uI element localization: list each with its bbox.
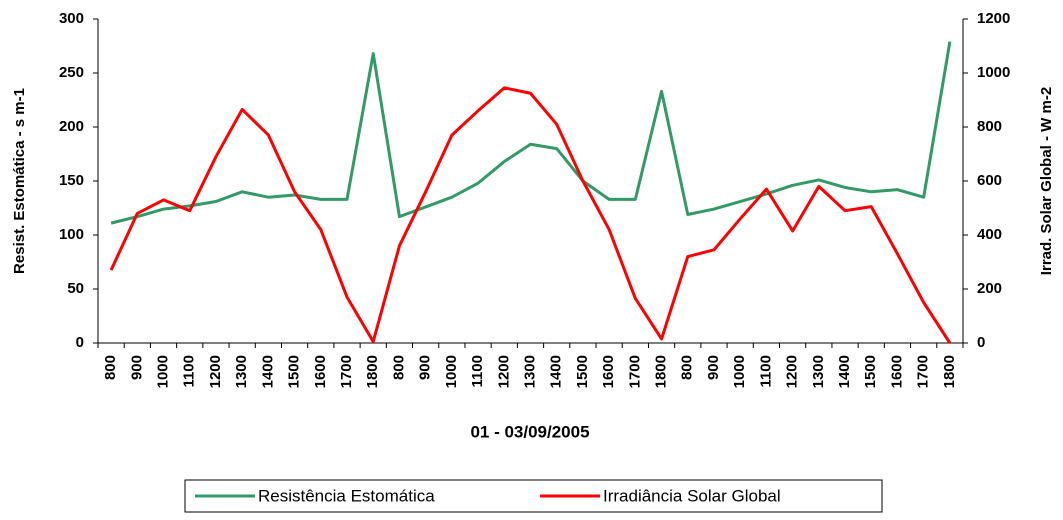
legend-box [184,479,883,513]
x-tick-label: 1500 [286,355,303,388]
y2-axis-title: Irrad. Solar Global - W m-2 [1038,87,1055,275]
x-tick-label: 800 [390,355,407,380]
x-tick-label: 1200 [784,355,801,388]
x-tick-label: 1600 [600,355,617,388]
x-tick-label: 1800 [364,355,381,388]
y-tick-label: 250 [59,64,84,81]
series-line [110,41,952,225]
y2-tick-label: 200 [977,280,1002,297]
x-tick-label: 1700 [338,355,355,388]
x-tick-label: 800 [102,355,119,380]
x-axis-title: 01 - 03/09/2005 [470,422,589,441]
x-tick-label: 1300 [233,355,250,388]
x-tick-label: 1300 [810,355,827,388]
x-tick-label: 1800 [653,355,670,388]
x-tick-label: 1600 [312,355,329,388]
y-tick-label: 0 [76,334,84,351]
y2-tick-label: 1000 [977,64,1010,81]
x-tick-label: 1400 [548,355,565,388]
legend: Resistência Estomática Irradiância Solar … [195,486,781,505]
x-tick-label: 1100 [181,355,198,388]
series-line [109,86,952,344]
y-tick-label: 50 [67,280,84,297]
x-tick-label: 1600 [888,355,905,388]
x-tick-label: 1100 [469,355,486,388]
x-tick-label: 900 [705,355,722,380]
x-tick-label: 1400 [259,355,276,388]
y-tick-label: 100 [59,226,84,243]
y-tick-label: 150 [59,172,84,189]
x-tick-label: 1500 [574,355,591,388]
legend-label: Irradiância Solar Global [603,486,781,505]
x-tick-label: 1200 [495,355,512,388]
y2-tick-label: 600 [977,172,1002,189]
x-tick-label: 1700 [915,355,932,388]
y2-tick-label: 0 [977,334,985,351]
x-tick-label: 1300 [521,355,538,388]
y2-tick-label: 1200 [977,10,1010,27]
x-tick-label: 1000 [731,355,748,388]
x-tick-label: 1100 [757,355,774,388]
x-tick-label: 1800 [941,355,958,388]
x-tick-label: 900 [417,355,434,380]
x-tick-label: 1200 [207,355,224,388]
x-tick-label: 1700 [626,355,643,388]
x-tick-label: 1000 [443,355,460,388]
x-tick-label: 1400 [836,355,853,388]
x-tick-label: 800 [679,355,696,380]
y-tick-label: 200 [59,118,84,135]
x-tick-label: 1500 [862,355,879,388]
y2-tick-label: 400 [977,226,1002,243]
y-axis-title: Resist. Estomática - s m-1 [11,88,28,274]
x-tick-label: 1000 [154,355,171,388]
legend-label: Resistência Estomática [258,486,435,505]
x-tick-label: 900 [128,355,145,380]
y2-tick-label: 800 [977,118,1002,135]
y-tick-label: 300 [59,10,84,27]
